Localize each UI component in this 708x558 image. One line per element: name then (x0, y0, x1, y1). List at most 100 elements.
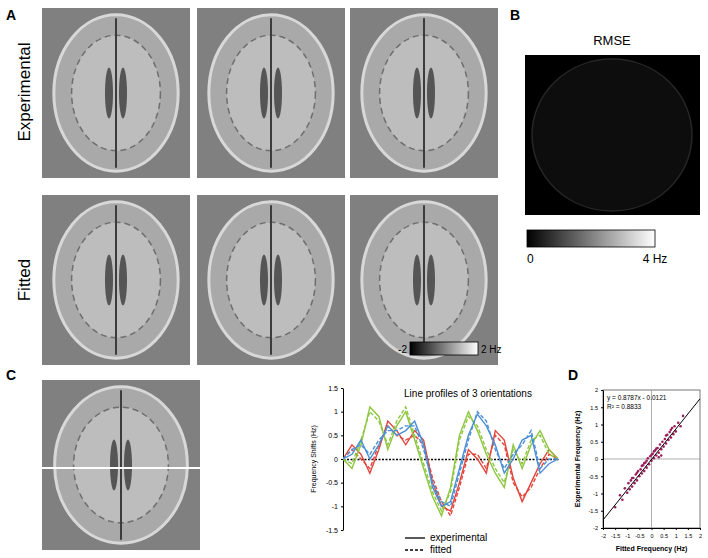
tick-label: 2 (595, 387, 598, 393)
tick-label: 0.5 (328, 432, 338, 439)
point (627, 482, 630, 485)
tick-label: -0.5 (326, 479, 338, 486)
tick-mark (341, 506, 343, 507)
tick-label: 0.5 (660, 533, 668, 539)
tick-mark (601, 459, 603, 460)
tick-mark (341, 388, 343, 389)
point (631, 485, 634, 488)
lines (343, 407, 558, 516)
ventricle (260, 68, 268, 119)
brain-map (197, 195, 345, 365)
y-axis: 1.510.50-0.5-1-1.5 (326, 385, 344, 534)
ventricle (119, 68, 127, 119)
point (682, 415, 685, 418)
point (657, 456, 660, 459)
legend-item: experimental (405, 532, 487, 543)
ventricle (105, 255, 113, 306)
brain (362, 15, 486, 171)
row-label: Experimental (15, 42, 34, 141)
tick-label: 1.5 (328, 385, 338, 392)
point (645, 459, 648, 462)
ventricle (274, 68, 282, 119)
x-tick: 1.5 (685, 528, 693, 539)
y-axis: -2-1.5-1-0.500.511.52 (589, 387, 604, 531)
brain-map (42, 195, 190, 365)
point (673, 425, 676, 428)
tick-mark (601, 528, 603, 529)
point (665, 434, 668, 437)
y-tick: 0.5 (328, 432, 343, 439)
y-tick: -1.5 (589, 508, 603, 514)
tick-mark (664, 528, 665, 530)
brain (55, 387, 188, 543)
tick-mark (601, 511, 603, 512)
x-tick: -2 (601, 528, 606, 539)
point (630, 479, 633, 482)
panel-label: A (6, 7, 16, 23)
image-background (197, 8, 345, 178)
point (660, 454, 663, 457)
legend-label: experimental (430, 532, 487, 543)
y-tick: -0.5 (326, 479, 343, 486)
brain (532, 59, 692, 211)
colorbar-label: -2 (398, 344, 407, 355)
image-background (42, 8, 190, 178)
point (679, 425, 682, 428)
brain (209, 15, 333, 171)
point (653, 450, 656, 453)
tick-label: -1.5 (611, 533, 620, 539)
figure: ExperimentalFitted-22 HzRMSE04 HzABCD1.5… (0, 0, 708, 558)
profile-experimental (343, 407, 558, 516)
y-axis-title: Frequency Shifts (Hz) (310, 425, 318, 493)
brain (54, 15, 178, 171)
y-axis-title: Experimental Frequency (Hz) (574, 411, 582, 507)
ventricle (274, 255, 282, 306)
chart-title: Line profiles of 3 orientations (404, 388, 532, 399)
tick-label: -1 (625, 533, 630, 539)
y-tick: -0.5 (589, 474, 603, 480)
tick-label: 1 (334, 408, 338, 415)
point (664, 438, 667, 441)
legend-item: fitted (405, 544, 452, 555)
brain-map (197, 8, 345, 178)
tick-mark (341, 435, 343, 436)
tick-label: -2 (601, 533, 606, 539)
point (641, 465, 644, 468)
y-tick: 1.5 (590, 405, 603, 411)
image-background (350, 195, 498, 365)
ventricle (105, 68, 113, 119)
brain-map (42, 8, 190, 178)
image-background (42, 195, 190, 365)
point (621, 498, 624, 501)
profile-fitted (343, 412, 558, 507)
midline (423, 18, 425, 168)
x-tick: -1.5 (611, 528, 620, 539)
tick-mark (601, 407, 603, 408)
ventricle (413, 68, 421, 119)
point (677, 421, 680, 424)
tick-label: -1.5 (326, 527, 338, 534)
trendline (603, 399, 700, 520)
point (639, 468, 642, 471)
point (661, 440, 664, 443)
brain-map (350, 8, 498, 178)
brain (209, 202, 333, 358)
ventricle (124, 440, 132, 491)
point (655, 447, 658, 450)
tick-mark (676, 528, 677, 530)
ventricle (119, 255, 127, 306)
x-tick: -1 (625, 528, 630, 539)
profile-experimental (343, 421, 558, 511)
point (636, 472, 639, 475)
colorbar-label: 2 Hz (481, 344, 502, 355)
y-tick: -1 (593, 491, 603, 497)
tick-label: -0.5 (589, 474, 598, 480)
image-background (42, 380, 200, 550)
point (643, 462, 646, 465)
x-axis-title: Fitted Frequency (Hz) (616, 545, 688, 553)
tick-mark (601, 390, 603, 391)
profile-line (42, 467, 200, 469)
legend-swatch (405, 537, 425, 538)
tick-mark (652, 528, 653, 530)
tick-mark (700, 528, 701, 530)
